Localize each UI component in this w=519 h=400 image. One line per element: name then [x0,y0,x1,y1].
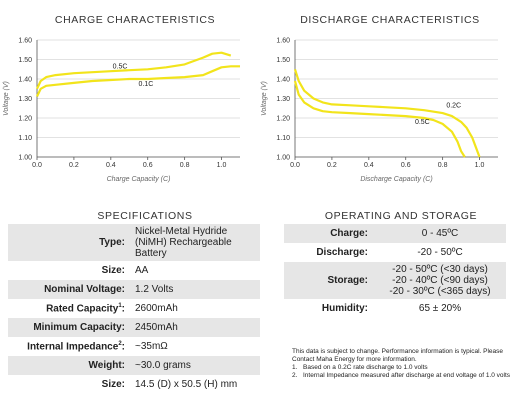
discharge-ytick-label: 1.40 [276,77,290,84]
discharge-series-02C-line [293,68,481,158]
charge-ytick-label: 1.40 [18,77,32,84]
temp-value: -20 - 50ºC (<30 days) -20 - 40ºC (<90 day… [389,264,491,297]
charge-ytick-label: 1.60 [18,38,32,45]
footnotes: This data is subject to change. Performa… [292,348,514,380]
discharge-chart-title: DISCHARGE CHARACTERISTICS [300,14,480,26]
discharge-xtick-label: 0.6 [401,162,411,169]
temp-value: -20 - 50ºC [417,247,463,258]
discharge-xtick-label: 1.0 [475,162,485,169]
temp-label: Storage: [327,275,368,286]
temperatures-title: OPERATING AND STORAGE TEMPERATURES [324,210,478,234]
spec-value: ~35mΩ [135,341,168,352]
discharge-series-05C-label: 0.5C [415,119,430,126]
footnote-1-text: Based on a 0.2C rate discharge to 1.0 vo… [303,364,428,371]
footnote-2-text: Internal Impedance measured after discha… [303,372,511,379]
discharge-xtick-label: 0.8 [438,162,448,169]
temp-label: Humidity: [321,303,368,314]
temp-label: Discharge: [316,247,368,258]
temp-row: Humidity: 65 ± 20% [284,299,506,318]
charge-ytick-label: 1.50 [18,57,32,64]
charge-ytick-label: 1.00 [18,155,32,162]
temp-row: Charge: 0 - 45ºC [284,224,506,243]
spec-label: Internal Impedance2: [27,340,125,353]
discharge-series-05C-line [293,80,466,158]
spec-label: Rated Capacity1: [46,302,125,315]
footnote-1: 1. Based on a 0.2C rate discharge to 1.0… [292,364,514,372]
temp-value: 65 ± 20% [418,303,462,314]
spec-label: Size: [101,379,125,390]
temperatures-table: Charge: 0 - 45ºC Discharge: -20 - 50ºC Stora… [284,224,506,318]
charge-xtick-label: 0.6 [143,162,153,169]
charge-series-01C-line [36,65,240,97]
discharge-ytick-label: 1.20 [276,116,290,123]
temp-label: Charge: [330,228,368,239]
spec-row: Nominal Voltage: 1.2 Volts [8,280,260,299]
temp-row: Storage: -20 - 50ºC (<30 days) -20 - 40ºC … [284,262,506,299]
discharge-x-axis-label: Discharge Capacity (C) [360,176,432,183]
spec-row: Size: 14.5 (D) x 50.5 (H) mm [8,375,260,394]
spec-row: Minimum Capacity: 2450mAh [8,318,260,337]
discharge-ytick-label: 1.60 [276,38,290,45]
charge-chart-title: CHARGE CHARACTERISTICS [54,14,216,26]
discharge-xtick-label: 0.0 [290,162,300,169]
charge-xtick-label: 1.0 [217,162,227,169]
charge-xtick-label: 0.0 [32,162,42,169]
spec-value: 2600mAh [135,303,178,314]
spec-label: Size: [101,265,125,276]
spec-row: Type: Nickel-Metal Hydride (NiMH) Recharge… [8,224,260,261]
spec-label: Minimum Capacity: [33,322,125,333]
discharge-ytick-label: 1.10 [276,135,290,142]
spec-label: Nominal Voltage: [44,284,125,295]
spec-row: Weight: ~30.0 grams [8,356,260,375]
temp-row: Discharge: -20 - 50ºC [284,243,506,262]
charge-ytick-label: 1.30 [18,96,32,103]
specifications-table: Type: Nickel-Metal Hydride (NiMH) Recharge… [8,224,260,394]
spec-row: Size: AA [8,261,260,280]
charge-chart: 1.00 1.10 1.20 1.30 1.40 1.50 1.60 0.0 0.2 0.4 0.6… [3,38,240,183]
spec-value: AA [135,265,149,276]
spec-label: Type: [99,237,125,248]
footnote-1-number: 1. [292,364,298,371]
charge-ytick-label: 1.20 [18,116,32,123]
charge-xtick-label: 0.2 [69,162,79,169]
discharge-chart: 1.00 1.10 1.20 1.30 1.40 1.50 1.60 0.0 0.2 0.4 0.6… [261,38,498,183]
charge-xtick-label: 0.8 [180,162,190,169]
charge-series-01C-label: 0.1C [139,81,154,88]
spec-row: Internal Impedance2: ~35mΩ [8,337,260,356]
discharge-xtick-label: 0.4 [364,162,374,169]
charge-x-axis-label: Charge Capacity (C) [107,176,171,183]
charge-series-05C-line [36,51,232,90]
discharge-ytick-label: 1.50 [276,57,290,64]
spec-value: 14.5 (D) x 50.5 (H) mm [135,379,238,390]
spec-label: Weight: [88,360,125,371]
specifications-title: SPECIFICATIONS [97,210,193,222]
footnote-2: 2. Internal Impedance measured after dis… [292,372,514,380]
temp-value: 0 - 45ºC [421,228,459,239]
discharge-y-axis-label: Voltage (V) [261,81,268,116]
charge-xtick-label: 0.4 [106,162,116,169]
spec-value: Nickel-Metal Hydride (NiMH) Rechargeable B… [135,226,232,259]
discharge-ytick-label: 1.00 [276,155,290,162]
footnote-2-number: 2. [292,372,298,379]
charge-ytick-label: 1.10 [18,135,32,142]
spec-row: Rated Capacity1: 2600mAh [8,299,260,318]
discharge-series-02C-label: 0.2C [446,102,461,109]
discharge-ytick-label: 1.30 [276,96,290,103]
spec-value: 2450mAh [135,322,178,333]
charge-y-axis-label: Voltage (V) [3,81,10,116]
spec-value: ~30.0 grams [135,360,191,371]
footnote-intro: This data is subject to change. Performa… [292,348,503,363]
discharge-xtick-label: 0.2 [327,162,337,169]
spec-value: 1.2 Volts [135,284,174,295]
charge-series-05C-label: 0.5C [113,63,128,70]
